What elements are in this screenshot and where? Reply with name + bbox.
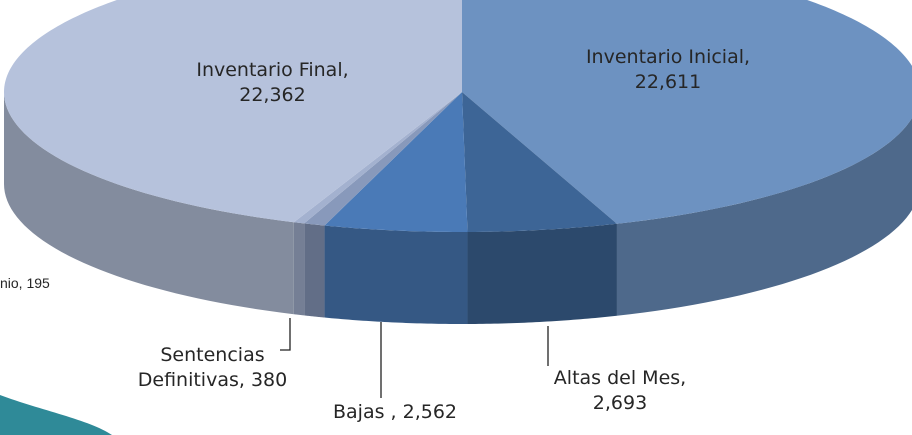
category-label: nio, bbox=[0, 275, 23, 291]
pie-slice bbox=[4, 0, 462, 223]
pie-slice-side bbox=[467, 223, 617, 324]
pie-slice bbox=[462, 92, 617, 232]
value-label: 195 bbox=[26, 275, 50, 291]
pie-slice-side bbox=[616, 118, 912, 316]
category-label: Inventario Inicial, bbox=[585, 46, 751, 68]
data-label: nio, 195 bbox=[0, 274, 120, 292]
pie-slice-side bbox=[324, 225, 468, 324]
pie-slice bbox=[304, 92, 462, 226]
leader-line bbox=[280, 318, 291, 351]
pie-slice bbox=[293, 92, 462, 224]
pie-slice bbox=[462, 0, 912, 224]
category-label: Inventario Final, bbox=[196, 59, 349, 81]
decoration bbox=[0, 395, 112, 435]
value-label: 2,562 bbox=[402, 401, 458, 423]
value-label: 22,362 bbox=[239, 83, 306, 106]
pie-slice-side bbox=[304, 223, 325, 318]
data-label: Inventario Inicial, 22,611 bbox=[583, 45, 753, 94]
value-label: 380 bbox=[250, 368, 288, 391]
data-label: Sentencias Definitivas, 380 bbox=[120, 343, 305, 392]
pie-slice-side bbox=[293, 222, 305, 316]
category-label: Altas del Mes, bbox=[553, 367, 687, 389]
value-label: 22,611 bbox=[634, 70, 702, 93]
pie-slice bbox=[324, 92, 468, 232]
value-label: 2,693 bbox=[592, 391, 648, 414]
data-label: Bajas , 2,562 bbox=[295, 400, 495, 425]
category-label: Bajas , bbox=[332, 401, 397, 423]
data-label: Altas del Mes, 2,693 bbox=[540, 366, 700, 415]
pie-slice-side bbox=[4, 92, 294, 315]
data-label: Inventario Final, 22,362 bbox=[170, 58, 375, 107]
category-label: Sentencias Definitivas, bbox=[137, 344, 265, 391]
